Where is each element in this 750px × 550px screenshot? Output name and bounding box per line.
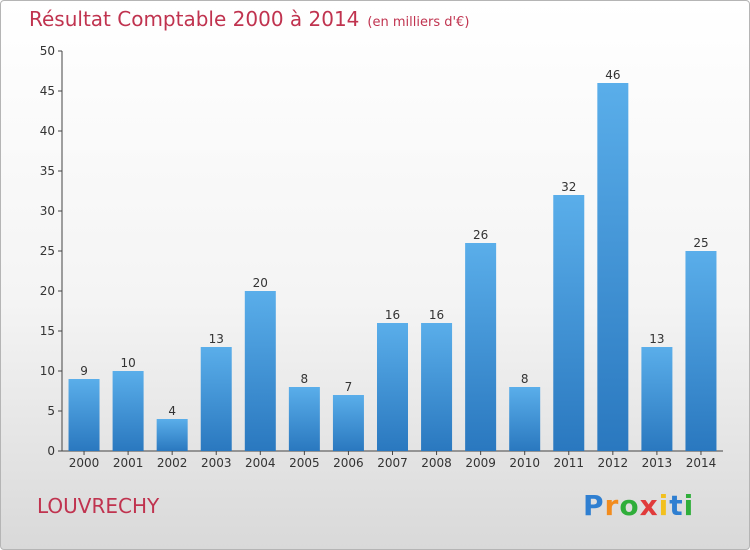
x-tick-label: 2008: [421, 456, 452, 470]
commune-name: LOUVRECHY: [37, 494, 160, 518]
bar-2003: [200, 347, 232, 451]
x-tick-label: 2013: [642, 456, 673, 470]
bar-value-label: 7: [345, 380, 353, 394]
x-tick-label: 2003: [201, 456, 232, 470]
x-tick-label: 2001: [113, 456, 144, 470]
bar-value-label: 20: [253, 276, 268, 290]
logo-letter: r: [604, 489, 620, 522]
bar-value-label: 9: [80, 364, 88, 378]
logo-letter: t: [669, 489, 684, 522]
y-tick-label: 10: [40, 364, 55, 378]
bar-2011: [553, 195, 585, 451]
x-tick-label: 2011: [553, 456, 584, 470]
bar-2005: [288, 387, 320, 451]
logo-letter: i: [683, 489, 695, 522]
chart-title-text: Résultat Comptable 2000 à 2014: [29, 7, 360, 31]
logo-letter: o: [619, 489, 640, 522]
bar-value-label: 10: [120, 356, 135, 370]
bar-value-label: 26: [473, 228, 488, 242]
bar-2006: [332, 395, 364, 451]
x-tick-label: 2005: [289, 456, 320, 470]
y-tick-label: 45: [40, 84, 55, 98]
bar-value-label: 46: [605, 68, 620, 82]
y-tick-label: 40: [40, 124, 55, 138]
y-tick-label: 25: [40, 244, 55, 258]
x-tick-label: 2004: [245, 456, 276, 470]
bar-2013: [641, 347, 673, 451]
logo-letter: i: [658, 489, 670, 522]
bar-value-label: 8: [301, 372, 309, 386]
y-tick-label: 30: [40, 204, 55, 218]
bar-value-label: 13: [649, 332, 664, 346]
y-tick-label: 50: [40, 44, 55, 58]
logo-letter: P: [583, 489, 605, 522]
x-tick-label: 2002: [157, 456, 188, 470]
bar-2000: [68, 379, 100, 451]
chart-subtitle: (en milliers d'€): [367, 15, 470, 30]
bar-2010: [509, 387, 541, 451]
bar-2009: [465, 243, 497, 451]
bar-value-label: 13: [209, 332, 224, 346]
bar-value-label: 16: [385, 308, 400, 322]
bar-value-label: 8: [521, 372, 529, 386]
bar-value-label: 32: [561, 180, 576, 194]
bar-2002: [156, 419, 188, 451]
y-tick-label: 35: [40, 164, 55, 178]
chart-title: Résultat Comptable 2000 à 2014 (en millie…: [29, 7, 469, 31]
logo-letter: x: [639, 489, 659, 522]
y-tick-label: 5: [47, 404, 55, 418]
x-tick-label: 2007: [377, 456, 408, 470]
bar-value-label: 25: [693, 236, 708, 250]
bar-2014: [685, 251, 717, 451]
proxiti-logo: Proxiti: [583, 489, 694, 522]
bar-2004: [244, 291, 276, 451]
x-tick-label: 2010: [509, 456, 540, 470]
x-tick-label: 2006: [333, 456, 364, 470]
y-tick-label: 15: [40, 324, 55, 338]
bar-2012: [597, 83, 629, 451]
bar-value-label: 16: [429, 308, 444, 322]
bar-2001: [112, 371, 144, 451]
y-tick-label: 0: [47, 444, 55, 458]
x-tick-label: 2000: [69, 456, 100, 470]
y-tick-label: 20: [40, 284, 55, 298]
bar-value-label: 4: [168, 404, 176, 418]
bar-2008: [421, 323, 453, 451]
x-tick-label: 2014: [686, 456, 717, 470]
bar-2007: [377, 323, 408, 451]
x-tick-label: 2012: [598, 456, 629, 470]
x-tick-label: 2009: [465, 456, 496, 470]
